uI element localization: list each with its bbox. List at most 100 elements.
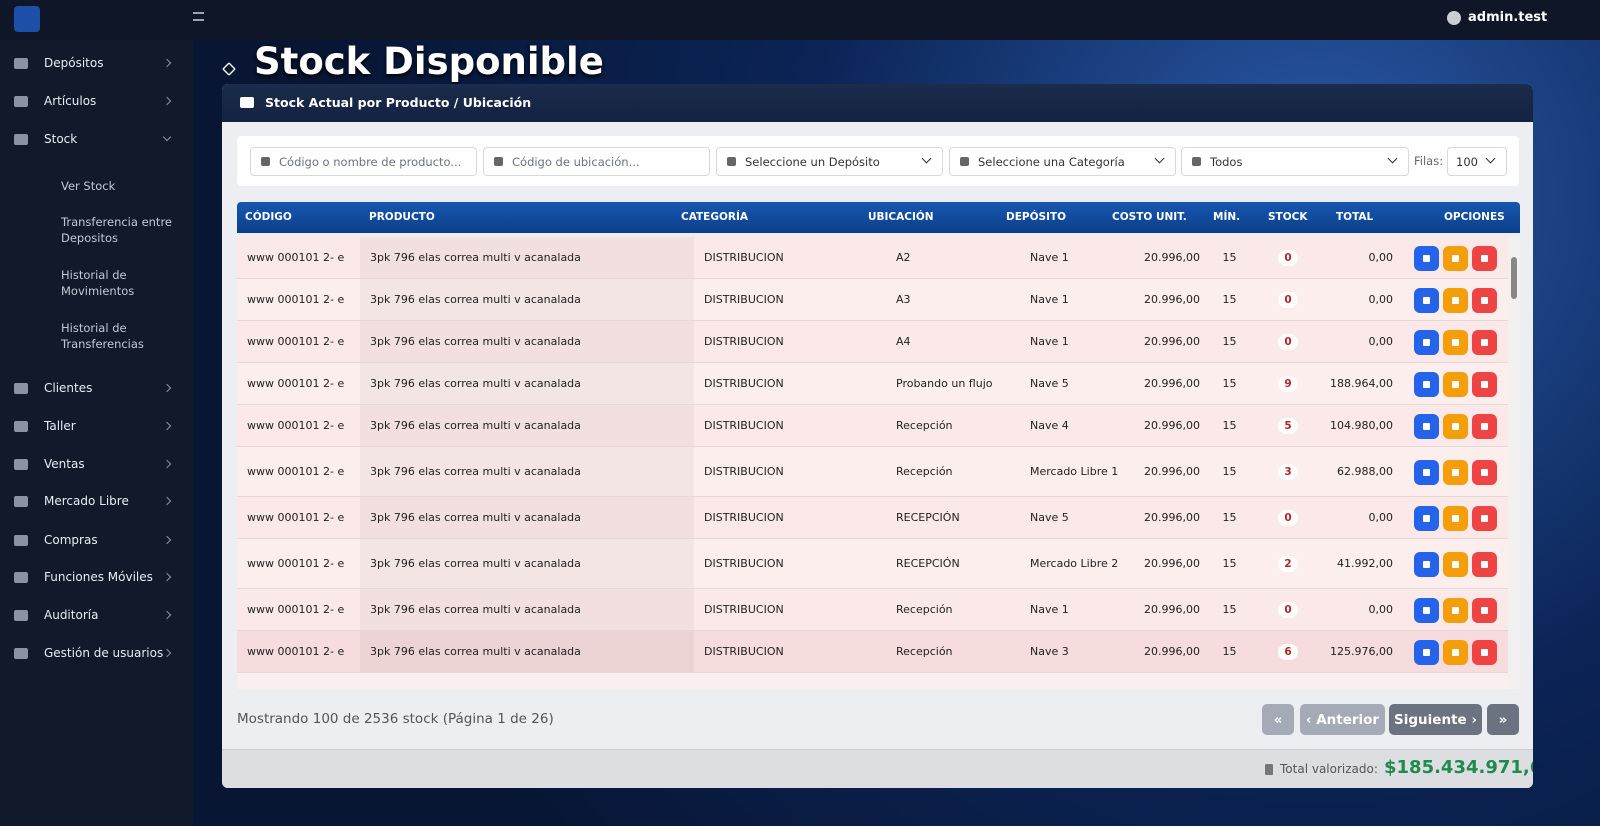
table-row[interactable]: www 000101 2- e 3pk 796 elas correa multi… xyxy=(237,631,1508,673)
nav-item[interactable]: Funciones Móviles xyxy=(0,567,193,589)
table-cell: 20.996,00 xyxy=(1117,279,1200,320)
table-row[interactable]: www 000101 2- e 3pk 796 elas correa multi… xyxy=(237,363,1508,405)
column-header[interactable]: TOTAL xyxy=(1336,211,1374,223)
next-button[interactable]: Siguiente › xyxy=(1389,704,1482,735)
menu-toggle[interactable] xyxy=(193,12,204,21)
logo[interactable] xyxy=(14,6,40,32)
delete-button[interactable] xyxy=(1472,329,1497,355)
transfer-button[interactable] xyxy=(1443,329,1468,355)
transfer-button[interactable] xyxy=(1443,597,1468,623)
nav-item[interactable]: Clientes xyxy=(0,378,193,400)
nav-item[interactable]: Stock xyxy=(0,129,193,151)
transfer-button[interactable] xyxy=(1443,245,1468,271)
transfer-button[interactable] xyxy=(1443,459,1468,485)
table-cell: www 000101 2- e xyxy=(247,447,367,496)
first-page-button[interactable]: « xyxy=(1262,704,1294,735)
scrollbar[interactable] xyxy=(1508,237,1520,689)
nav-item[interactable]: Gestión de usuarios xyxy=(0,643,193,665)
table-cell: 20.996,00 xyxy=(1117,589,1200,630)
status-select[interactable]: Todos xyxy=(1181,147,1409,176)
search-input[interactable]: Código o nombre de producto... xyxy=(250,147,477,176)
table-row[interactable]: www 000101 2- e 3pk 796 elas correa multi… xyxy=(237,539,1508,589)
sub-nav-item[interactable]: Historial de Transferencias xyxy=(61,321,144,351)
nav-item[interactable]: Taller xyxy=(0,416,193,438)
nav-item[interactable]: Depósitos xyxy=(0,53,193,75)
table-cell: 3pk 796 elas correa multi v acanalada xyxy=(370,405,690,446)
nav-icon xyxy=(14,421,28,432)
location-input[interactable]: Código de ubicación... xyxy=(483,147,710,176)
table-row[interactable]: www 000101 2- e 3pk 796 elas correa multi… xyxy=(237,237,1508,279)
view-button[interactable] xyxy=(1414,329,1439,355)
table-cell: Mercado Libre 2 xyxy=(1030,539,1120,588)
delete-button[interactable] xyxy=(1472,371,1497,397)
table-row[interactable]: www 000101 2- e 3pk 796 elas correa multi… xyxy=(237,447,1508,497)
delete-button[interactable] xyxy=(1472,597,1497,623)
user-icon xyxy=(1447,11,1461,25)
column-header[interactable]: STOCK xyxy=(1268,211,1308,223)
table-cell: 20.996,00 xyxy=(1117,237,1200,278)
user-menu[interactable]: admin.test xyxy=(1468,10,1548,25)
view-button[interactable] xyxy=(1414,287,1439,313)
table-row[interactable]: www 000101 2- e 3pk 796 elas correa multi… xyxy=(237,279,1508,321)
delete-button[interactable] xyxy=(1472,639,1497,665)
delete-button[interactable] xyxy=(1472,505,1497,531)
nav-item[interactable]: Ventas xyxy=(0,454,193,476)
view-button[interactable] xyxy=(1414,413,1439,439)
transfer-button[interactable] xyxy=(1443,413,1468,439)
table-cell: 9 xyxy=(1272,363,1304,404)
transfer-button[interactable] xyxy=(1443,371,1468,397)
transfer-button[interactable] xyxy=(1443,287,1468,313)
delete-button[interactable] xyxy=(1472,413,1497,439)
delete-button[interactable] xyxy=(1472,551,1497,577)
view-button[interactable] xyxy=(1414,551,1439,577)
delete-button[interactable] xyxy=(1472,245,1497,271)
nav-item[interactable]: Auditoría xyxy=(0,605,193,627)
column-header[interactable]: OPCIONES xyxy=(1444,211,1505,223)
rows-select[interactable]: 100 xyxy=(1447,147,1507,176)
view-button[interactable] xyxy=(1414,245,1439,271)
chevron xyxy=(162,96,172,106)
column-header[interactable]: CÓDIGO xyxy=(245,211,292,223)
cell-text: DISTRIBUCION xyxy=(704,419,784,432)
transfer-button[interactable] xyxy=(1443,551,1468,577)
last-page-button[interactable]: » xyxy=(1487,704,1519,735)
table-cell: 20.996,00 xyxy=(1117,363,1200,404)
transfer-button[interactable] xyxy=(1443,505,1468,531)
category-select[interactable]: Seleccione una Categoría xyxy=(949,147,1176,176)
view-button[interactable] xyxy=(1414,639,1439,665)
cell-text: Mercado Libre 1 xyxy=(1030,464,1119,478)
transfer-button[interactable] xyxy=(1443,639,1468,665)
deposit-select[interactable]: Seleccione un Depósito xyxy=(716,147,943,176)
nav-item[interactable]: Compras xyxy=(0,530,193,552)
stock-card: Stock Actual por Producto / Ubicación Có… xyxy=(222,84,1533,788)
view-button[interactable] xyxy=(1414,459,1439,485)
nav-item[interactable]: Artículos xyxy=(0,91,193,113)
total-icon xyxy=(1265,764,1273,775)
view-button[interactable] xyxy=(1414,505,1439,531)
cell-text: 15 xyxy=(1222,293,1237,306)
table-cell: 3pk 796 elas correa multi v acanalada xyxy=(370,237,690,278)
sub-nav-item[interactable]: Transferencia entre Depositos xyxy=(61,215,172,245)
prev-button[interactable]: ‹ Anterior xyxy=(1300,704,1385,735)
delete-button[interactable] xyxy=(1472,287,1497,313)
table-row[interactable]: www 000101 2- e 3pk 796 elas correa multi… xyxy=(237,321,1508,363)
cell-text: 3pk 796 elas correa multi v acanalada xyxy=(370,419,581,432)
nav-item[interactable]: Mercado Libre xyxy=(0,491,193,513)
sub-nav-item[interactable]: Historial de Movimientos xyxy=(61,268,135,298)
column-header[interactable]: CATEGORÍA xyxy=(681,211,749,223)
sub-nav-item[interactable]: Ver Stock xyxy=(61,179,116,193)
table-cell: 20.996,00 xyxy=(1117,539,1200,588)
table-row[interactable]: www 000101 2- e 3pk 796 elas correa multi… xyxy=(237,589,1508,631)
view-button[interactable] xyxy=(1414,597,1439,623)
column-header[interactable]: UBICACIÓN xyxy=(868,211,934,223)
chevron xyxy=(162,572,172,582)
table-row[interactable]: www 000101 2- e 3pk 796 elas correa multi… xyxy=(237,497,1508,539)
table-row[interactable]: www 000101 2- e 3pk 796 elas correa multi… xyxy=(237,405,1508,447)
column-header[interactable]: PRODUCTO xyxy=(369,211,435,223)
column-header[interactable]: DEPÓSITO xyxy=(1006,211,1067,223)
column-header[interactable]: MÍN. xyxy=(1213,211,1241,223)
table-cell: 3pk 796 elas correa multi v acanalada xyxy=(370,497,690,538)
view-button[interactable] xyxy=(1414,371,1439,397)
column-header[interactable]: COSTO UNIT. xyxy=(1112,211,1187,223)
delete-button[interactable] xyxy=(1472,459,1497,485)
